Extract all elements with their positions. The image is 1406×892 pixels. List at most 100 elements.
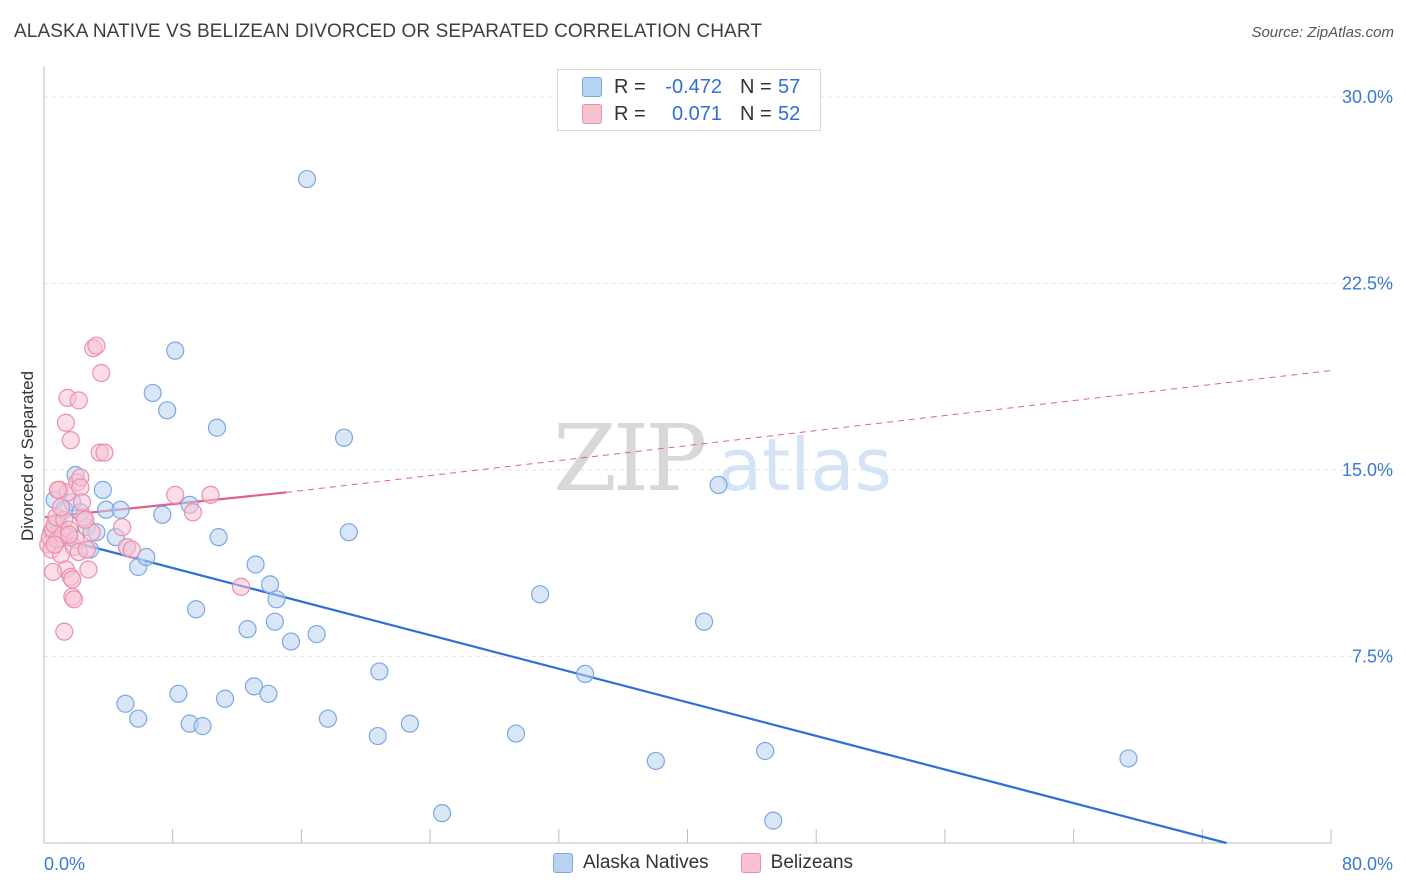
y-tick-label: 22.5%	[1342, 274, 1393, 294]
alaska-native-point	[111, 500, 130, 519]
gridlines	[44, 96, 1391, 657]
alaska-native-point	[339, 523, 358, 542]
belizean-point	[87, 336, 106, 355]
series-legend: Alaska Natives Belizeans	[0, 852, 1406, 874]
belizean-point	[69, 391, 88, 410]
belizean-point	[55, 622, 74, 641]
y-axis-label: Divorced or Separated	[18, 370, 37, 542]
belizean-point	[51, 498, 71, 517]
alaska-native-point	[694, 612, 714, 631]
legend-swatch-alaska	[552, 853, 573, 873]
alaska-native-point	[756, 741, 775, 761]
watermark: ZIP atlas	[553, 405, 892, 512]
alaska-native-point	[209, 528, 228, 547]
alaska-native-point	[193, 717, 212, 736]
alaska-native-point	[370, 662, 389, 681]
x-tick-label: 0.0%	[44, 854, 85, 874]
alaska-native-point	[265, 612, 284, 631]
y-tick-label: 30.0%	[1342, 87, 1393, 107]
alaska-native-point	[187, 600, 206, 619]
alaska-native-point	[116, 694, 135, 713]
belizean-point	[63, 570, 82, 589]
alaska-native-point	[207, 418, 227, 437]
tick-labels: 7.5% 15.0% 22.5% 30.0% 0.0% 80.0%	[44, 87, 1393, 874]
alaska-native-point	[318, 709, 338, 728]
legend-row-belizean: R = 0.071 N = 52	[582, 102, 800, 126]
belizean-point	[48, 480, 67, 499]
legend-swatch-alaska	[582, 77, 602, 97]
belizean-point	[232, 577, 251, 596]
r-label: R =	[614, 75, 646, 98]
alaska-native-point	[158, 401, 177, 420]
belizean-point	[72, 493, 92, 512]
alaska-native-point	[400, 714, 420, 733]
y-tick-label: 7.5%	[1352, 647, 1393, 667]
y-tick-label: 15.0%	[1342, 460, 1393, 480]
n-label: N =	[740, 75, 772, 98]
alaska-native-point	[709, 475, 728, 495]
belizean-point	[64, 590, 84, 609]
axes	[43, 66, 1332, 844]
alaska-native-point	[1119, 749, 1138, 768]
data-points	[39, 169, 1138, 830]
legend-label: Belizeans	[770, 852, 854, 873]
alaska-native-point	[93, 480, 112, 499]
alaska-native-point	[281, 632, 301, 651]
alaska-native-point	[764, 811, 783, 830]
alaska-native-point	[244, 677, 264, 696]
alaska-native-point	[506, 724, 526, 743]
alaska-native-point	[166, 341, 185, 360]
alaska-native-point	[576, 664, 595, 684]
alaska-native-point	[267, 590, 286, 609]
r-label: R =	[614, 102, 646, 125]
source-label: Source: ZipAtlas.com	[1251, 24, 1394, 41]
belizean-point	[166, 485, 185, 504]
belizean-point	[76, 510, 95, 529]
alaska-native-point	[297, 169, 317, 189]
correlation-legend: R = -0.472 N = 57 R = 0.071 N = 52	[557, 69, 821, 131]
alaska-native-point	[153, 505, 172, 524]
r-value: 0.071	[671, 102, 722, 125]
legend-label: Alaska Natives	[582, 852, 709, 873]
legend-row-alaska: R = -0.472 N = 57	[582, 75, 800, 99]
legend-item-alaska-natives[interactable]: Alaska Natives	[552, 852, 709, 874]
alaska-native-point	[129, 709, 148, 728]
legend-swatch-belizean	[740, 853, 761, 873]
belizean-point	[95, 443, 114, 462]
alaska-native-point	[307, 625, 326, 644]
belizean-point	[60, 525, 79, 544]
alaska-native-point	[531, 585, 550, 604]
alaska-native-point	[215, 689, 235, 708]
alaska-native-point	[432, 804, 452, 823]
belizean-point	[201, 485, 220, 504]
belizean-point	[56, 413, 75, 432]
alaska-native-point	[259, 684, 278, 703]
belizean-point	[92, 363, 111, 383]
belizean-point	[43, 562, 63, 582]
alaska-native-point	[646, 751, 665, 771]
trend-line	[44, 533, 1227, 845]
belizean-point	[183, 503, 202, 522]
alaska-native-point	[368, 726, 387, 746]
alaska-native-point	[169, 684, 188, 703]
alaska-native-point	[334, 428, 354, 447]
legend-swatch-belizean	[582, 104, 602, 124]
belizean-point	[61, 431, 80, 450]
n-label: N =	[740, 102, 772, 125]
n-value: 52	[778, 102, 801, 125]
watermark-atlas: atlas	[718, 423, 892, 507]
alaska-native-point	[246, 555, 265, 574]
chart-title: ALASKA NATIVE VS BELIZEAN DIVORCED OR SE…	[14, 21, 763, 42]
belizean-point	[71, 478, 90, 497]
belizean-point	[77, 540, 96, 559]
belizean-point	[45, 535, 64, 554]
belizean-point	[79, 560, 98, 579]
alaska-native-point	[143, 383, 162, 403]
alaska-native-point	[137, 547, 156, 567]
belizean-point	[122, 540, 141, 559]
watermark-zip: ZIP	[553, 405, 704, 512]
n-value: 57	[778, 75, 801, 98]
x-tick-label: 80.0%	[1342, 854, 1393, 874]
legend-item-belizeans[interactable]: Belizeans	[740, 852, 854, 874]
